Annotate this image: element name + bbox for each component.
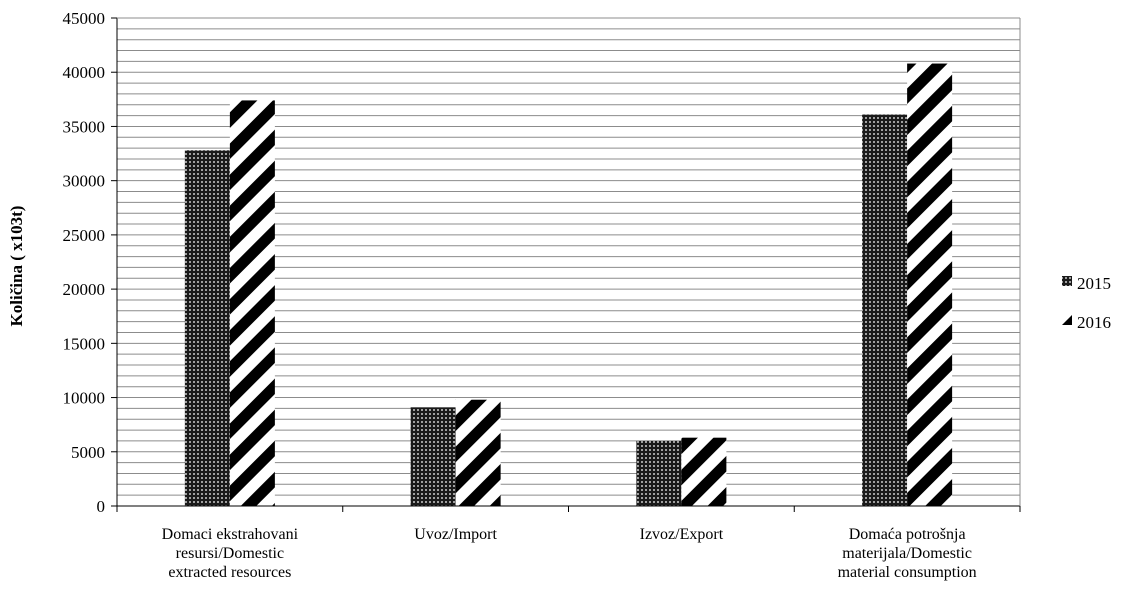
y-tick-label: 10000: [63, 389, 106, 408]
legend: 2015 2016: [1062, 274, 1111, 332]
bar-2016: [229, 100, 275, 506]
y-tick-label: 45000: [63, 9, 106, 28]
y-tick-label: 0: [97, 497, 106, 516]
bar-2016: [907, 63, 953, 507]
y-tick-labels: 0 5000 10000 15000 20000 25000 30000 35000 40000…: [63, 9, 106, 516]
y-tick-label: 15000: [63, 334, 106, 353]
y-tick-label: 40000: [63, 63, 106, 82]
y-tick-label: 5000: [71, 443, 105, 462]
y-tick-label: 35000: [63, 117, 106, 136]
legend-label: 2016: [1077, 313, 1111, 332]
bar-2015: [410, 407, 456, 506]
y-axis-title: Količina ( x103t): [7, 206, 26, 327]
y-tick-label: 20000: [63, 280, 106, 299]
x-category-label: Uvoz/Import: [414, 526, 497, 543]
y-tick-label: 30000: [63, 172, 106, 191]
bars: [184, 63, 953, 507]
y-tick-label: 25000: [63, 226, 106, 245]
bar-2015: [862, 114, 908, 506]
legend-item-2016: 2016: [1062, 313, 1111, 332]
bar-2015: [184, 150, 230, 506]
x-category-label: Domaci ekstrahovani resursi/Domestic extra…: [162, 526, 299, 581]
legend-item-2015: 2015: [1062, 274, 1111, 293]
legend-swatch-stripes: [1062, 315, 1072, 325]
axes: [111, 17, 1021, 512]
bar-2015: [636, 440, 682, 506]
x-category-labels: Domaci ekstrahovani resursi/Domestic extra…: [162, 526, 977, 581]
legend-label: 2015: [1077, 274, 1111, 293]
legend-swatch-dots: [1062, 276, 1072, 286]
x-category-label: Domaća potrošnja materijala/Domestic mater…: [838, 526, 977, 581]
bar-2016: [455, 399, 501, 506]
bar-2016: [681, 437, 727, 506]
x-category-label: Izvoz/Export: [640, 526, 724, 543]
